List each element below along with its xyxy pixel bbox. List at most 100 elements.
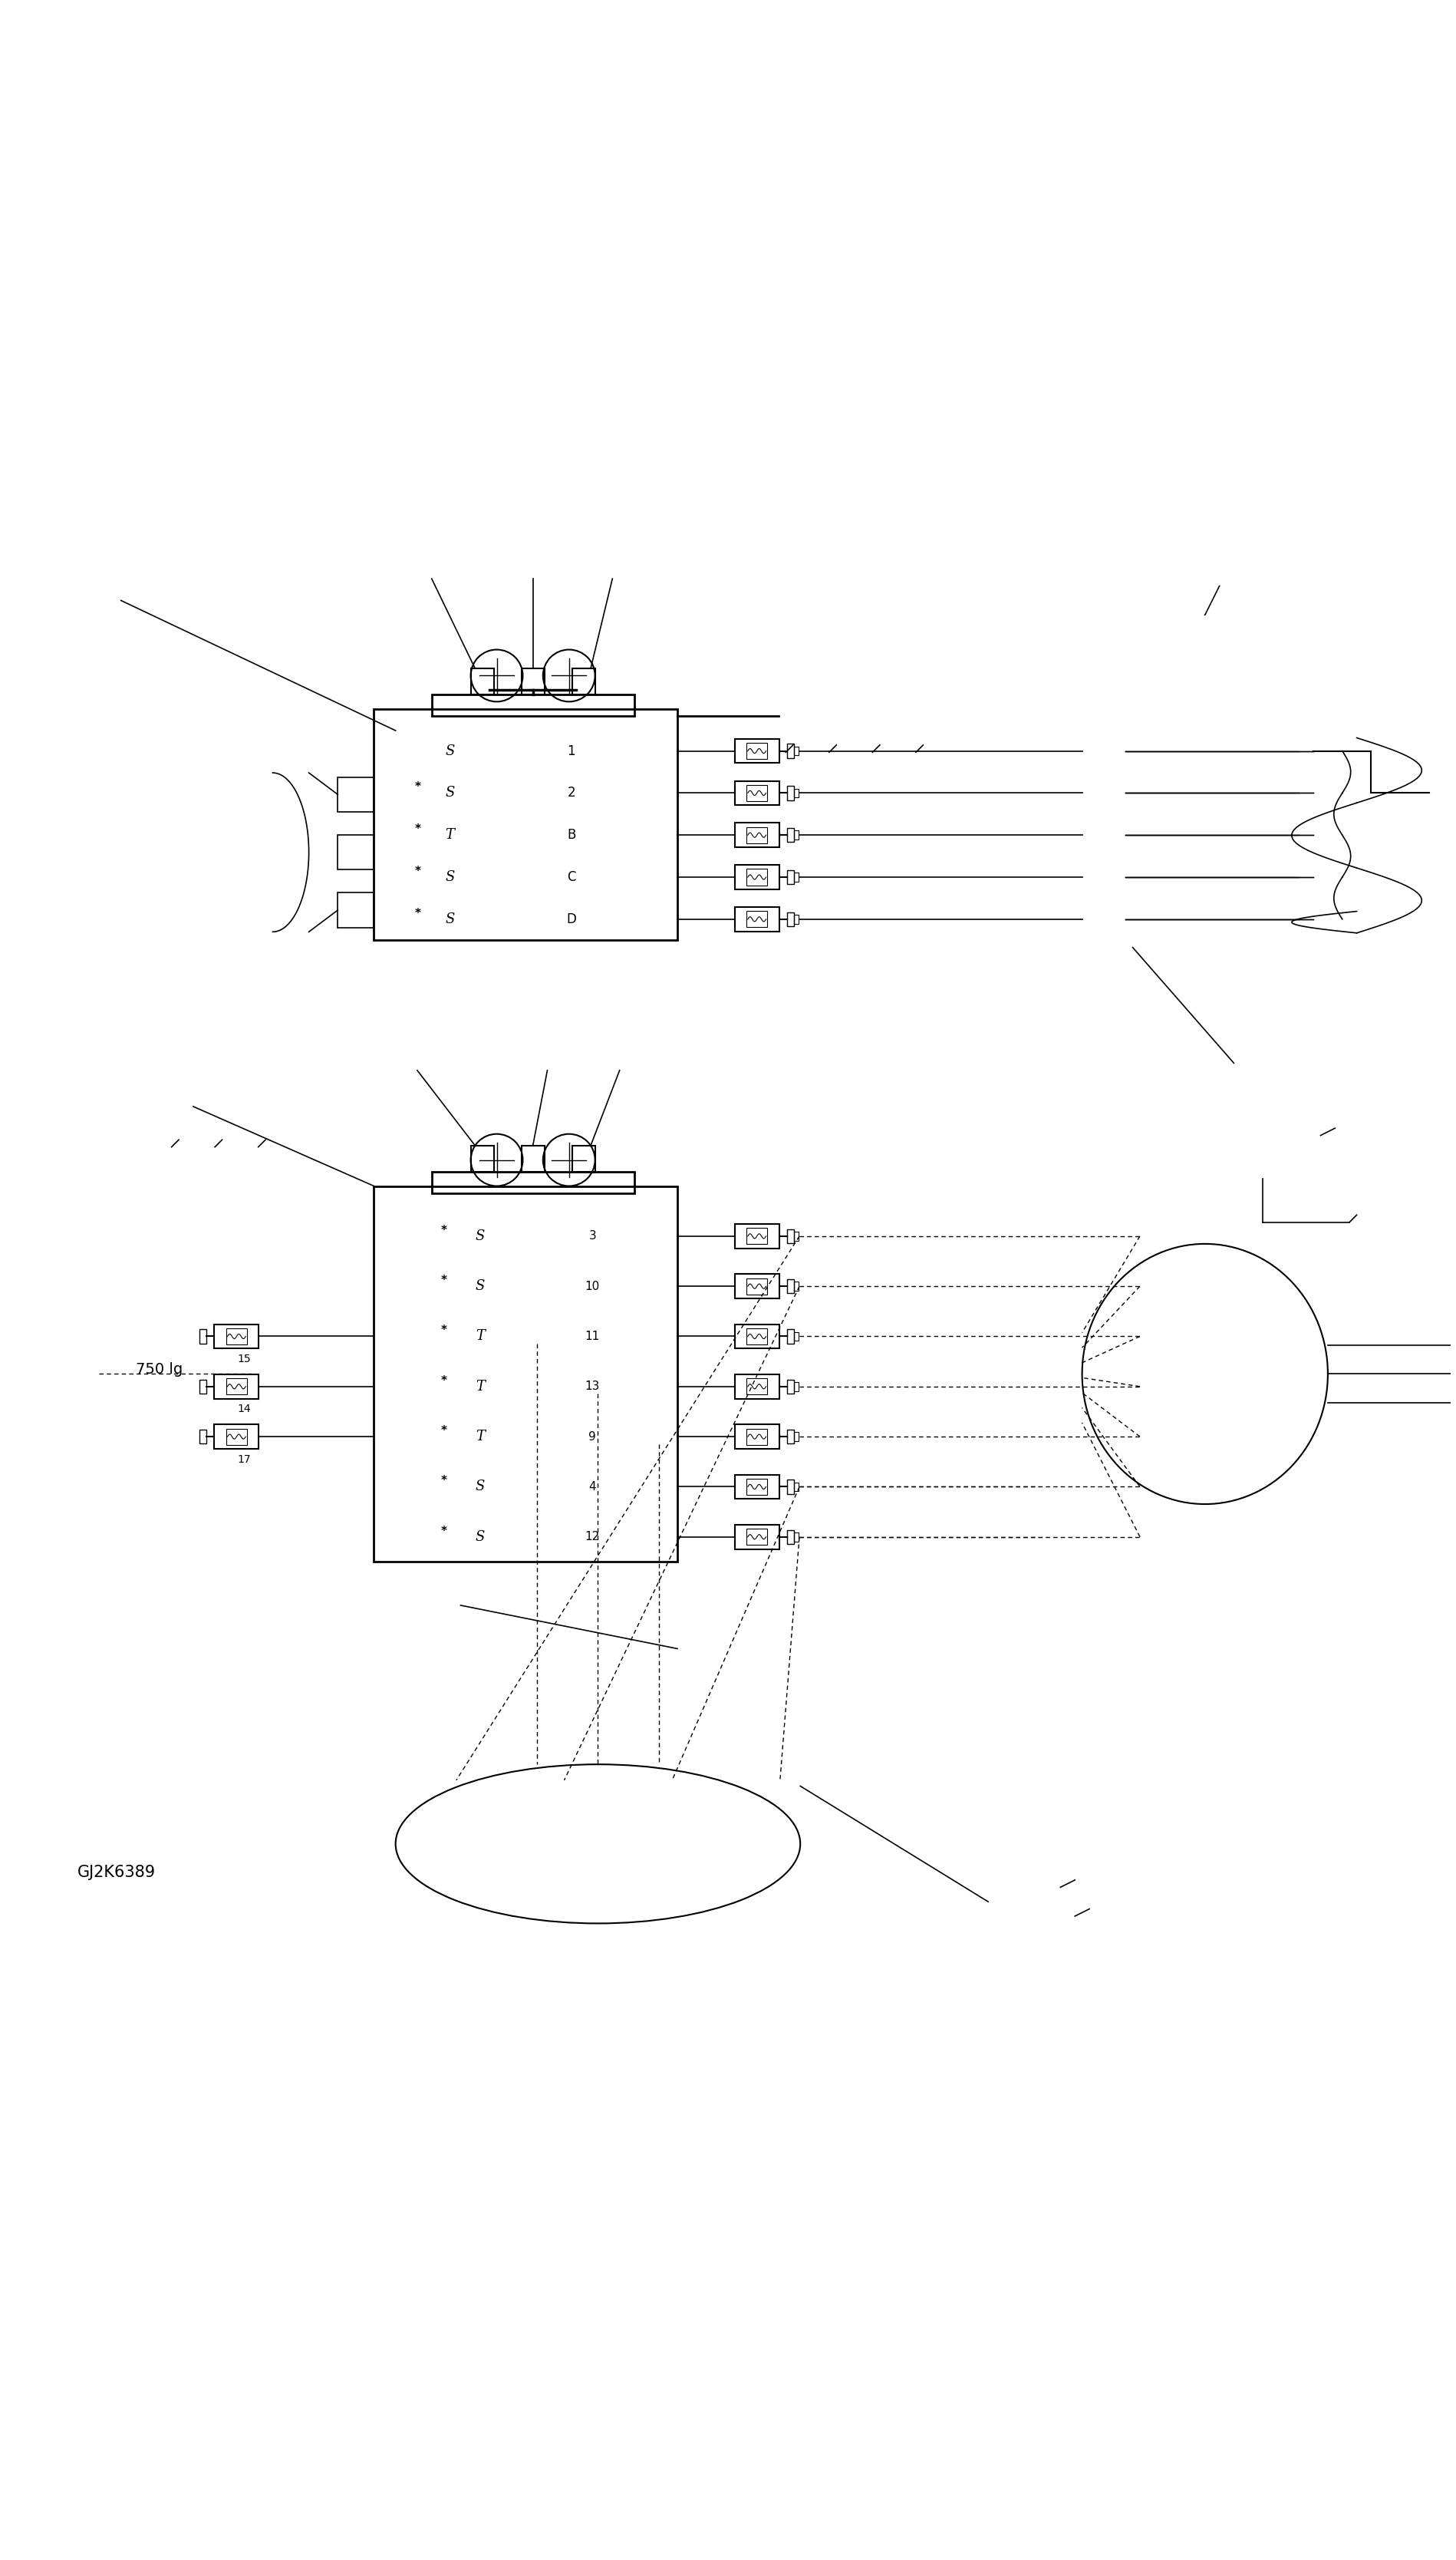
Bar [521, 1144, 545, 1172]
Bar [788, 1229, 795, 1244]
Text: S: S [475, 1229, 485, 1244]
Bar [795, 873, 799, 881]
Bar [788, 870, 795, 883]
Text: C: C [566, 870, 575, 883]
Bar [214, 1423, 259, 1449]
Bar [735, 822, 779, 847]
Text: S: S [446, 745, 454, 758]
Bar [788, 786, 795, 801]
Bar [735, 1526, 779, 1549]
Bar [788, 1329, 795, 1344]
Bar [795, 1431, 799, 1441]
Bar [470, 668, 494, 694]
Text: *: * [441, 1326, 447, 1336]
Bar [199, 1428, 207, 1444]
Bar [735, 1324, 779, 1349]
Text: 4: 4 [588, 1482, 596, 1492]
Text: GJ2K6389: GJ2K6389 [77, 1866, 156, 1882]
Text: 750 lg: 750 lg [135, 1362, 182, 1377]
Bar [747, 1428, 767, 1444]
Bar [521, 668, 545, 694]
Bar [432, 1172, 633, 1193]
Bar [338, 778, 374, 812]
Bar [747, 1229, 767, 1244]
Text: T: T [476, 1329, 485, 1344]
Bar [795, 1382, 799, 1390]
Bar [747, 868, 767, 886]
Text: T: T [446, 829, 454, 842]
Text: *: * [441, 1426, 447, 1436]
Text: 10: 10 [585, 1280, 600, 1293]
Text: *: * [441, 1375, 447, 1388]
Bar [470, 1144, 494, 1172]
Bar [795, 1482, 799, 1492]
Bar [374, 709, 677, 940]
Bar [735, 1475, 779, 1500]
Text: 2: 2 [566, 786, 575, 799]
Text: 9: 9 [588, 1431, 596, 1441]
Bar [227, 1329, 246, 1344]
Text: *: * [441, 1475, 447, 1487]
Bar [747, 786, 767, 801]
Bar [199, 1329, 207, 1344]
Bar [374, 1185, 677, 1562]
Bar [788, 1280, 795, 1293]
Text: 11: 11 [585, 1331, 600, 1341]
Bar [795, 1231, 799, 1242]
Text: *: * [415, 865, 421, 878]
Bar [572, 668, 596, 694]
Text: 14: 14 [237, 1403, 250, 1416]
Bar [747, 1329, 767, 1344]
Bar [227, 1428, 246, 1444]
Bar [747, 742, 767, 760]
Bar [788, 1380, 795, 1393]
Text: T: T [476, 1380, 485, 1393]
Bar [795, 1331, 799, 1341]
Bar [747, 911, 767, 927]
Text: S: S [475, 1531, 485, 1544]
Bar [747, 827, 767, 842]
Text: D: D [566, 911, 577, 927]
Text: 17: 17 [237, 1454, 250, 1464]
Bar [735, 740, 779, 763]
Bar [735, 1224, 779, 1249]
Bar [747, 1528, 767, 1546]
Bar [795, 788, 799, 799]
Bar [788, 1480, 795, 1495]
Bar [795, 1283, 799, 1290]
Text: *: * [415, 781, 421, 794]
Bar [747, 1277, 767, 1295]
Bar [735, 781, 779, 806]
Text: B: B [566, 829, 575, 842]
Bar [788, 827, 795, 842]
Text: 3: 3 [588, 1231, 596, 1242]
Text: *: * [441, 1526, 447, 1536]
Bar [214, 1324, 259, 1349]
Bar [747, 1377, 767, 1395]
Text: S: S [475, 1280, 485, 1293]
Text: 12: 12 [585, 1531, 600, 1544]
Text: *: * [441, 1224, 447, 1236]
Bar [572, 1144, 596, 1172]
Bar [735, 865, 779, 888]
Bar [795, 914, 799, 924]
Bar [788, 745, 795, 758]
Text: 15: 15 [237, 1354, 250, 1364]
Bar [227, 1377, 246, 1395]
Text: 13: 13 [585, 1380, 600, 1393]
Bar [735, 906, 779, 932]
Bar [788, 1531, 795, 1544]
Text: T: T [476, 1428, 485, 1444]
Bar [432, 694, 633, 717]
Text: S: S [446, 870, 454, 883]
Bar [735, 1375, 779, 1398]
Bar [338, 893, 374, 927]
Bar [795, 829, 799, 840]
Bar [735, 1423, 779, 1449]
Bar [338, 835, 374, 870]
Text: *: * [415, 824, 421, 835]
Bar [788, 911, 795, 927]
Text: *: * [441, 1275, 447, 1285]
Bar [214, 1375, 259, 1398]
Bar [795, 748, 799, 755]
